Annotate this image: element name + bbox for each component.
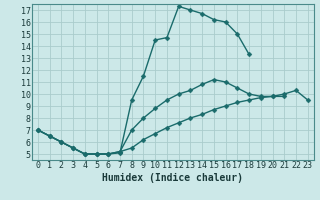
X-axis label: Humidex (Indice chaleur): Humidex (Indice chaleur) <box>102 173 243 183</box>
